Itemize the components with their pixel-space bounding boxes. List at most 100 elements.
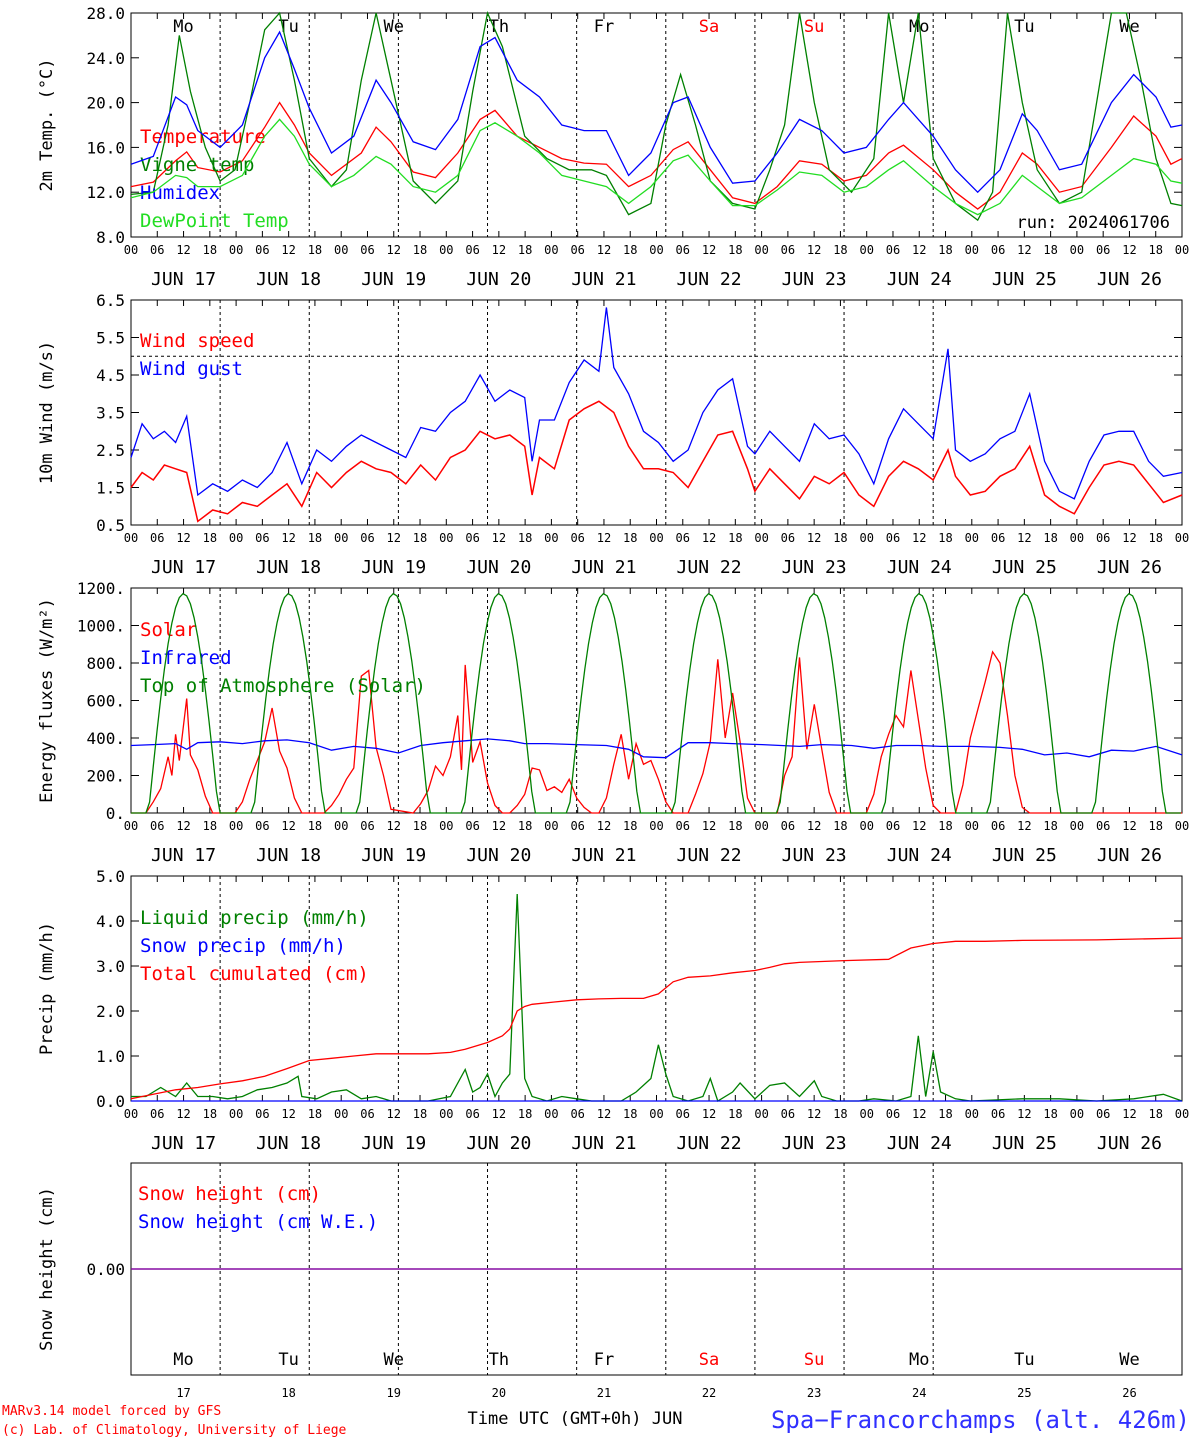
x-hour-label: 06: [150, 531, 164, 545]
x-hour-label: 12: [1122, 1107, 1136, 1121]
run-label: run: 2024061706: [1016, 213, 1170, 233]
x-hour-label: 06: [150, 243, 164, 257]
x-hour-label: 12: [176, 819, 190, 833]
legend-entry: Wind speed: [140, 330, 254, 352]
day-number-label: 24: [912, 1386, 926, 1400]
x-hour-label: 12: [597, 243, 611, 257]
x-hour-label: 06: [360, 531, 374, 545]
x-date-label: JUN 18: [256, 557, 321, 578]
x-hour-label: 18: [518, 819, 532, 833]
legend-entry: Infrared: [140, 647, 232, 669]
x-hour-label: 12: [702, 531, 716, 545]
x-date-label: JUN 19: [361, 269, 426, 290]
x-hour-label: 12: [1017, 819, 1031, 833]
day-name-label: Tu: [278, 1350, 298, 1370]
x-hour-label: 06: [886, 243, 900, 257]
day-number-label: 25: [1017, 1386, 1031, 1400]
y-axis-label: 10m Wind (m/s): [37, 341, 57, 484]
x-hour-label: 06: [570, 243, 584, 257]
x-hour-label: 12: [1017, 531, 1031, 545]
day-name-label: Sa: [699, 1350, 719, 1370]
x-hour-label: 00: [229, 531, 243, 545]
x-hour-label: 18: [728, 243, 742, 257]
x-hour-label: 06: [570, 819, 584, 833]
x-hour-label: 00: [754, 531, 768, 545]
x-hour-label: 06: [570, 1107, 584, 1121]
x-date-label: JUN 26: [1097, 269, 1162, 290]
x-hour-label: 18: [308, 1107, 322, 1121]
x-date-label: JUN 24: [887, 557, 952, 578]
legend-entry: Snow precip (mm/h): [140, 935, 346, 957]
x-hour-label: 00: [649, 819, 663, 833]
x-hour-label: 00: [859, 1107, 873, 1121]
x-hour-label: 00: [754, 1107, 768, 1121]
x-date-label: JUN 24: [887, 845, 952, 866]
day-number-label: 18: [281, 1386, 295, 1400]
x-hour-label: 18: [518, 243, 532, 257]
y-tick-label: 1200.: [77, 579, 125, 598]
x-hour-label: 18: [833, 243, 847, 257]
x-hour-label: 00: [544, 243, 558, 257]
y-tick-label: 2.0: [96, 1002, 125, 1021]
x-hour-label: 12: [912, 243, 926, 257]
x-hour-label: 06: [886, 819, 900, 833]
x-hour-label: 06: [781, 243, 795, 257]
y-tick-label: 12.0: [86, 183, 125, 202]
x-hour-label: 18: [1148, 1107, 1162, 1121]
x-hour-label: 12: [1122, 819, 1136, 833]
series-line-top-of-atmosphere-solar-: [131, 592, 1181, 814]
x-hour-label: 06: [781, 531, 795, 545]
x-date-label: JUN 21: [571, 269, 636, 290]
x-hour-label: 00: [965, 531, 979, 545]
series-line-vigne-temp: [130, 10, 1183, 222]
day-name-label: Mo: [173, 17, 193, 37]
x-hour-label: 06: [1096, 243, 1110, 257]
x-hour-label: 00: [1070, 243, 1084, 257]
day-name-label: Fr: [594, 1350, 614, 1370]
day-name-label: Su: [804, 17, 824, 37]
x-hour-label: 18: [623, 1107, 637, 1121]
x-hour-label: 12: [281, 819, 295, 833]
x-hour-label: 00: [1175, 531, 1189, 545]
series-line-dewpoint-temp: [130, 118, 1183, 216]
x-hour-label: 06: [1096, 1107, 1110, 1121]
x-date-label: JUN 17: [151, 1133, 216, 1154]
x-hour-label: 00: [1175, 243, 1189, 257]
y-tick-label: 5.0: [96, 867, 125, 886]
day-name-label: Th: [489, 1350, 509, 1370]
x-hour-label: 12: [702, 1107, 716, 1121]
series-line-humidex: [130, 30, 1183, 194]
x-date-label: JUN 24: [887, 1133, 952, 1154]
x-hour-label: 18: [308, 243, 322, 257]
x-hour-label: 18: [308, 819, 322, 833]
x-hour-label: 18: [1148, 819, 1162, 833]
x-hour-label: 12: [807, 1107, 821, 1121]
x-hour-label: 00: [124, 1107, 138, 1121]
x-hour-label: 18: [833, 531, 847, 545]
x-date-label: JUN 19: [361, 1133, 426, 1154]
day-number-label: 23: [807, 1386, 821, 1400]
day-number-label: 26: [1122, 1386, 1136, 1400]
x-hour-label: 06: [676, 1107, 690, 1121]
station-label: Spa−Francorchamps (alt. 426m): [771, 1406, 1190, 1434]
x-hour-label: 00: [229, 1107, 243, 1121]
x-hour-label: 12: [912, 819, 926, 833]
x-hour-label: 18: [728, 819, 742, 833]
x-hour-label: 00: [439, 243, 453, 257]
x-date-label: JUN 25: [992, 1133, 1057, 1154]
y-tick-label: 6.5: [96, 291, 125, 310]
x-hour-label: 00: [334, 1107, 348, 1121]
x-hour-label: 12: [492, 1107, 506, 1121]
y-tick-label: 3.5: [96, 404, 125, 423]
x-hour-label: 00: [649, 531, 663, 545]
x-hour-label: 06: [465, 1107, 479, 1121]
x-hour-label: 18: [1043, 243, 1057, 257]
x-hour-label: 06: [255, 531, 269, 545]
y-tick-label: 400.: [86, 729, 125, 748]
credit-line2: (c) Lab. of Climatology, University of L…: [2, 1423, 347, 1438]
x-hour-label: 12: [912, 531, 926, 545]
x-hour-label: 12: [1017, 1107, 1031, 1121]
x-hour-label: 18: [728, 1107, 742, 1121]
x-hour-label: 12: [176, 1107, 190, 1121]
x-hour-label: 18: [938, 1107, 952, 1121]
